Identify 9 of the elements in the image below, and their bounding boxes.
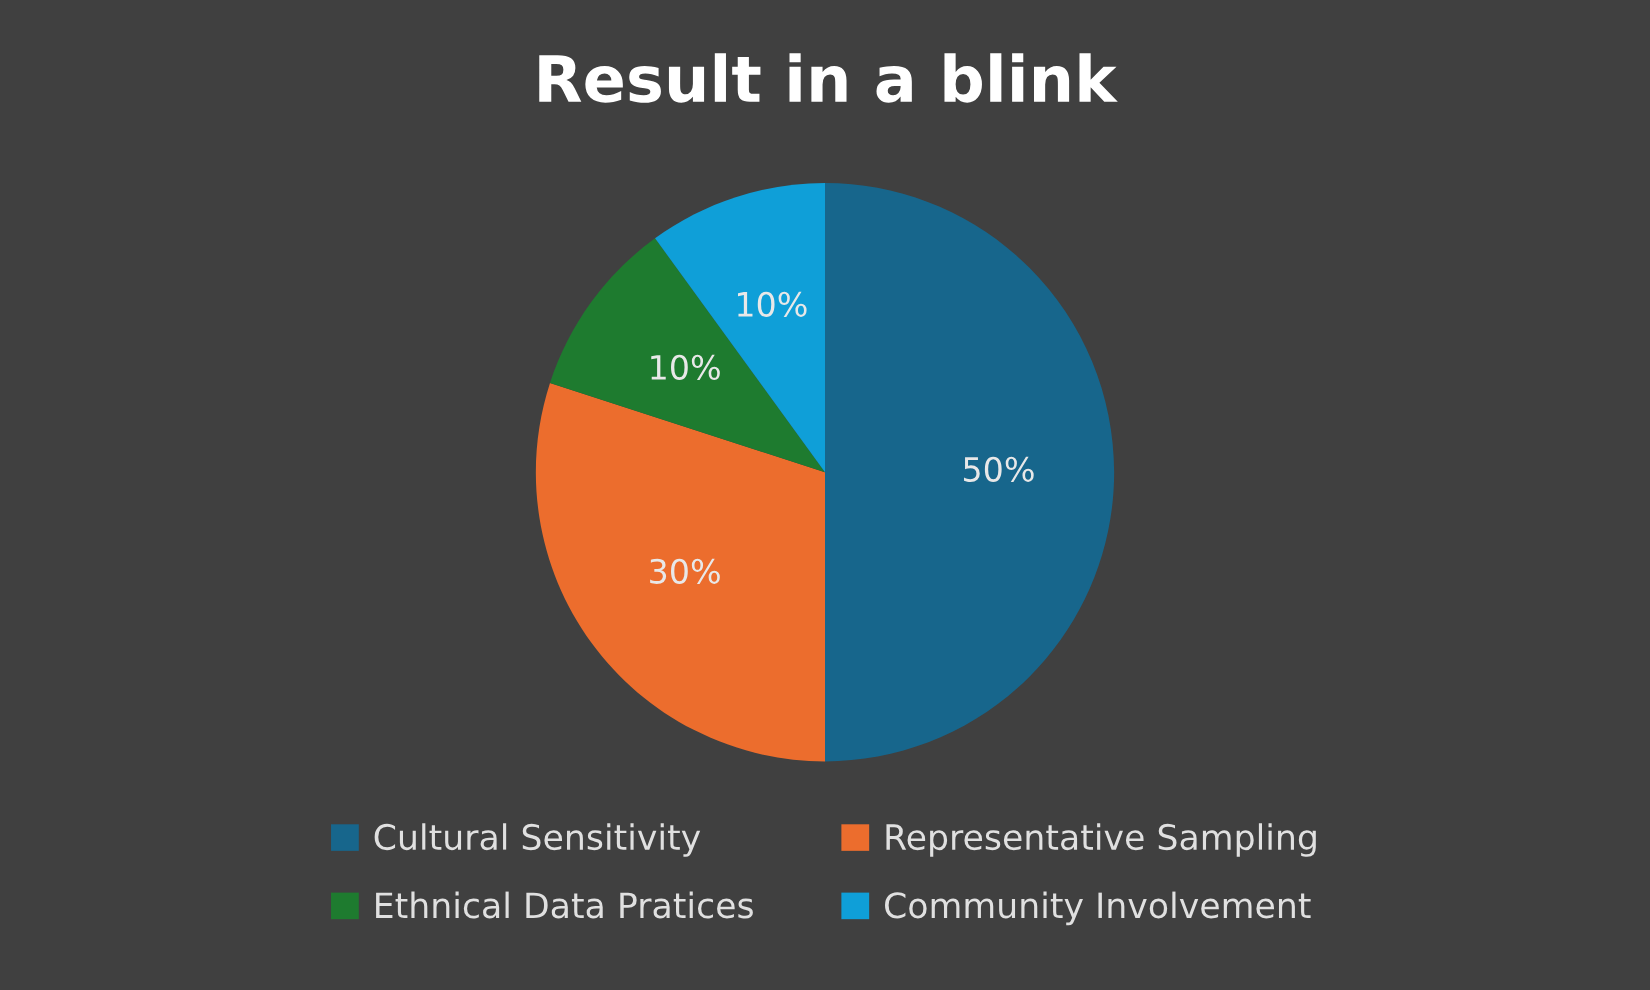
data-label: 10% xyxy=(651,354,720,380)
chart-title: Result in a blink xyxy=(539,53,1118,103)
legend-label: Community Involvement xyxy=(885,891,1311,926)
legend-label: Ethnical Data Pratices xyxy=(376,891,753,919)
legend-label: Representative Sampling xyxy=(886,823,1316,857)
legend-label: Cultural Sensitivity xyxy=(374,823,701,857)
data-label: 30% xyxy=(650,558,720,584)
data-label: 10% xyxy=(738,291,807,317)
data-label: 50% xyxy=(964,456,1034,482)
